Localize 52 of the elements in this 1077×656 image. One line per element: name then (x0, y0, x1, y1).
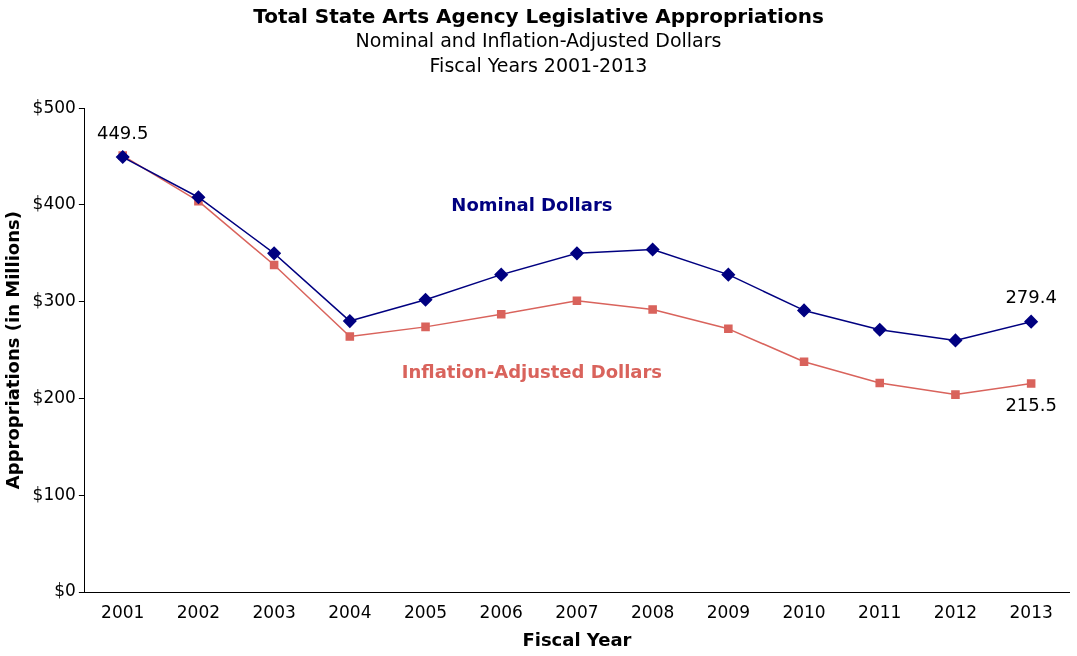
point (115, 150, 130, 164)
x-tick-label: 2004 (328, 601, 372, 622)
x-tick-label: 2011 (858, 601, 902, 622)
x-tick-label: 2003 (252, 601, 296, 622)
point (572, 296, 582, 306)
y-tick-label: $0 (54, 580, 76, 601)
x-axis-title: Fiscal Year (522, 628, 632, 650)
x-tick-label: 2012 (933, 601, 978, 622)
point (1024, 314, 1038, 329)
x-tick-label: 2009 (706, 601, 750, 622)
point (1026, 379, 1036, 388)
point (797, 303, 811, 318)
y-tick-label: $200 (32, 386, 76, 407)
point (648, 305, 657, 314)
x-tick-label: 2001 (101, 601, 145, 622)
text: Nominal Dollars (451, 194, 613, 216)
point (799, 357, 809, 366)
point (951, 390, 960, 399)
x-tick-label: 2002 (176, 601, 221, 622)
x-tick-label: 2007 (555, 601, 599, 622)
y-axis-title: Appropriations (in Millions) (2, 211, 24, 490)
y-tick-label: $100 (32, 483, 76, 504)
point (724, 324, 733, 334)
data-label: 279.4 (1005, 286, 1057, 308)
point (191, 190, 206, 204)
data-label: 449.5 (96, 121, 149, 143)
point (645, 242, 660, 257)
x-tick-label: 2005 (403, 601, 448, 622)
chart-subtitle: Nominal and Inflation-Adjusted Dollars Fiscal Years 2001-2013 (354, 28, 723, 78)
point (343, 314, 357, 328)
point (421, 322, 430, 332)
x-tick-label: 2008 (631, 601, 675, 622)
point (269, 260, 279, 270)
x-tick-label: 2013 (1009, 601, 1053, 622)
point (496, 310, 506, 319)
point (570, 246, 584, 261)
data-label: 215.5 (1005, 394, 1057, 416)
point (267, 246, 281, 261)
point (721, 267, 736, 282)
series-label: Inflation-Adjusted Dollars (401, 361, 663, 383)
x-tick-label: 2010 (782, 601, 826, 622)
y-tick-label: $300 (32, 290, 76, 311)
point (494, 267, 508, 282)
y-tick-label: $500 (32, 96, 76, 117)
y-tick-label: $400 (32, 193, 76, 214)
point (872, 323, 887, 337)
point (418, 293, 433, 307)
point (875, 378, 885, 388)
x-tick-label: 2006 (479, 601, 523, 622)
point (345, 332, 355, 341)
chart-title: Total State Arts Agency Legislative Appropriations (252, 4, 825, 28)
point (948, 333, 963, 348)
